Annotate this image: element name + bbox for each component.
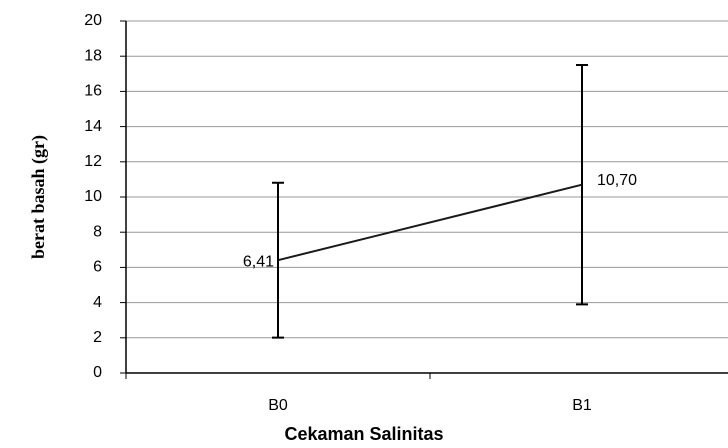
y-tick-label: 18 [84,47,102,64]
error-bar [576,64,588,306]
data-label: 10,70 [597,172,637,189]
y-tick-label: 8 [93,223,102,240]
y-tick-label: 16 [84,83,102,100]
y-tick-label: 12 [84,153,102,170]
y-tick-label: 20 [84,12,102,29]
error-bar [272,181,284,339]
y-axis-label: berat basah (gr) [28,135,49,259]
y-tick-label: 10 [84,188,102,205]
y-tick-label: 14 [84,118,102,135]
y-tick-label: 2 [93,329,102,346]
y-tick-label: 6 [93,259,102,276]
x-axis-label: Cekaman Salinitas [284,424,443,444]
series-line [277,183,583,262]
data-label: 6,41 [243,253,274,270]
y-tick-label: 0 [93,364,102,381]
y-tick-label: 4 [93,294,102,311]
x-tick-label: B1 [572,397,592,414]
x-tick-label: B0 [268,397,288,414]
